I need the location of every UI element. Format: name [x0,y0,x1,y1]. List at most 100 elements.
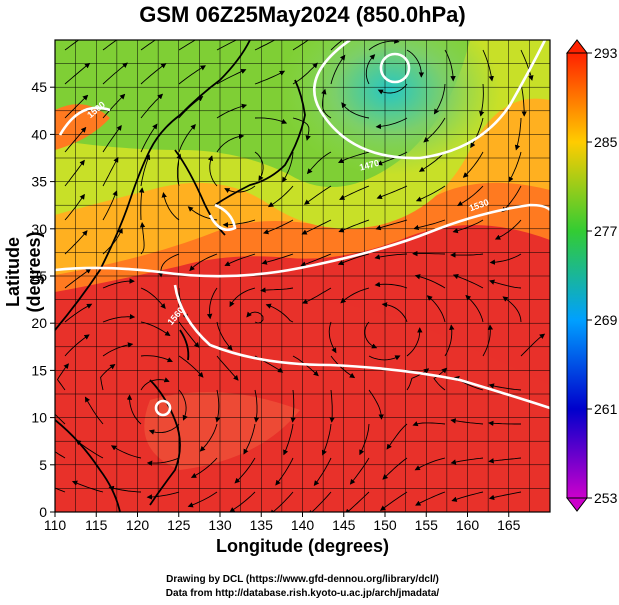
streamline [283,423,294,456]
streamline [339,185,370,200]
streamline [178,40,197,51]
streamline [340,287,370,304]
streamline [433,367,448,391]
streamline [102,278,135,289]
streamline [216,103,248,119]
streamline [494,219,522,240]
streamline [56,363,69,391]
streamline [222,219,256,228]
streamline [479,83,485,117]
streamline [100,363,116,391]
streamline [301,219,332,235]
streamline [254,117,288,124]
streamline [482,324,494,357]
streamline [224,185,256,194]
streamline [108,485,142,493]
colorbar-bottom-arrow [565,497,589,512]
streamline [426,295,446,323]
streamline [207,155,218,187]
contour-line-3 [313,40,547,160]
tropical-low-contour [154,399,172,417]
streamline [140,287,166,309]
streamline [330,40,344,51]
streamline [199,423,218,452]
streamline [71,480,104,493]
streamline [415,185,446,202]
streamline [414,457,446,471]
streamline [55,451,66,459]
streamline [189,253,218,272]
x-tick-label: 145 [332,517,356,533]
streamline [470,117,484,149]
streamline [176,153,182,187]
streamline [433,83,446,115]
streamline [414,274,446,289]
streamline [140,123,158,153]
streamline [406,368,430,391]
streamline [148,423,180,435]
streamline [102,93,126,119]
streamline [444,49,456,82]
figure-title: GSM 06Z25May2024 (850.0hPa) [139,2,466,27]
streamline [292,117,311,141]
streamline [374,281,408,289]
streamline [375,117,408,130]
streamline [406,49,425,78]
low-center-contour [379,52,411,84]
streamline [178,124,196,153]
streamline [301,287,332,304]
x-tick-label: 155 [415,517,439,533]
streamline [344,491,370,512]
streamline [254,151,264,182]
colorbar-tick-label: 269 [594,312,618,328]
streamline [418,151,446,172]
x-tick-label: 140 [291,517,315,533]
streamline [269,491,294,512]
x-tick-label: 165 [497,517,521,533]
streamline [382,457,408,480]
streamline [254,70,286,85]
coastlines [55,40,306,512]
colorbar-tick-label: 253 [594,490,618,506]
contour-line-1 [55,203,550,278]
colorbar-tick-label: 277 [594,223,618,239]
streamline [364,321,378,349]
streamline [161,192,180,221]
streamline [313,457,332,487]
streamline [415,491,446,506]
streamline [102,313,136,323]
streamline [282,151,294,183]
streamline [520,333,546,357]
streamline [321,423,332,456]
streamline [140,63,167,85]
streamline [102,62,128,85]
streamline [64,193,85,221]
streamline [102,227,123,255]
streamline [514,117,522,151]
streamline [488,457,522,464]
streamline [216,40,238,51]
wind-streamlines [55,40,546,512]
streamline [452,219,484,234]
streamline [146,491,180,500]
streamline [178,389,188,421]
x-axis-ticks: 110 115 120 125 130 135 140 145 150 155 160 165 [44,512,521,533]
streamline [140,377,170,391]
y-axis-ticks: 0 5 10 15 20 25 30 35 40 45 [31,79,55,520]
y-tick-label: 15 [31,362,47,378]
streamline [386,423,408,450]
y-axis-label: Latitude (degrees) [3,231,44,313]
streamline [246,311,264,324]
streamline [520,49,534,81]
streamline [146,457,180,466]
streamline [178,65,206,85]
streamline [406,327,423,357]
y-tick-label: 45 [31,79,47,95]
y-tick-label: 40 [31,126,47,142]
streamline [139,222,146,255]
streamline [368,355,401,361]
streamline [234,457,256,484]
streamline [306,151,332,175]
credit-data-source: Data from http://database.rish.kyoto-u.a… [165,588,440,599]
japan-coast [214,79,306,206]
